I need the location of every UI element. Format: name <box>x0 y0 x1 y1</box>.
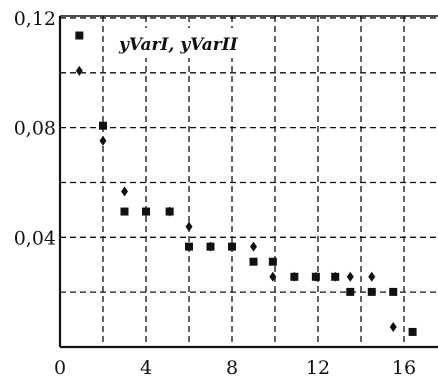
x-tick-label: 4 <box>140 357 152 378</box>
legend: yVarI, yVarII <box>111 28 247 58</box>
y-tick-label: 0,04 <box>14 227 56 249</box>
diamond-point <box>207 241 214 252</box>
diamond-point <box>290 271 298 282</box>
diamond-point <box>166 206 174 217</box>
diamond-point <box>142 206 150 217</box>
square-point <box>185 242 193 251</box>
legend-label: yVarI, yVarII <box>118 35 239 55</box>
x-tick-label: 12 <box>306 357 330 378</box>
y-tick-label: 0,12 <box>14 8 56 30</box>
data-points <box>75 31 417 336</box>
diamond-point <box>368 271 376 282</box>
square-point <box>346 287 355 296</box>
diamond-point <box>185 221 193 232</box>
square-point <box>249 257 258 266</box>
x-tick-label: 8 <box>226 357 238 378</box>
square-point <box>389 287 398 296</box>
diamond-point <box>389 321 397 332</box>
x-tick-label: 0 <box>54 357 66 378</box>
diamond-point <box>121 186 128 197</box>
x-tick-label: 16 <box>392 357 416 378</box>
square-point <box>408 327 417 336</box>
diamond-point <box>99 135 107 146</box>
square-point <box>120 207 129 216</box>
legend-background <box>111 28 247 58</box>
tick-labels: 0 4 8 12 16 0,04 0,08 0,12 <box>14 8 416 378</box>
square-point <box>268 257 277 266</box>
diamond-point <box>75 65 83 76</box>
diamond-point <box>331 271 339 282</box>
diamond-point <box>250 241 257 252</box>
square-point <box>75 31 84 40</box>
square-point <box>99 121 107 130</box>
diamond-point <box>346 271 354 282</box>
diamond-point <box>269 271 277 282</box>
diamond-point <box>312 271 320 282</box>
diamond-point <box>228 241 236 252</box>
square-point <box>367 287 376 296</box>
grid-lines <box>60 16 438 347</box>
y-tick-label: 0,08 <box>14 118 56 140</box>
